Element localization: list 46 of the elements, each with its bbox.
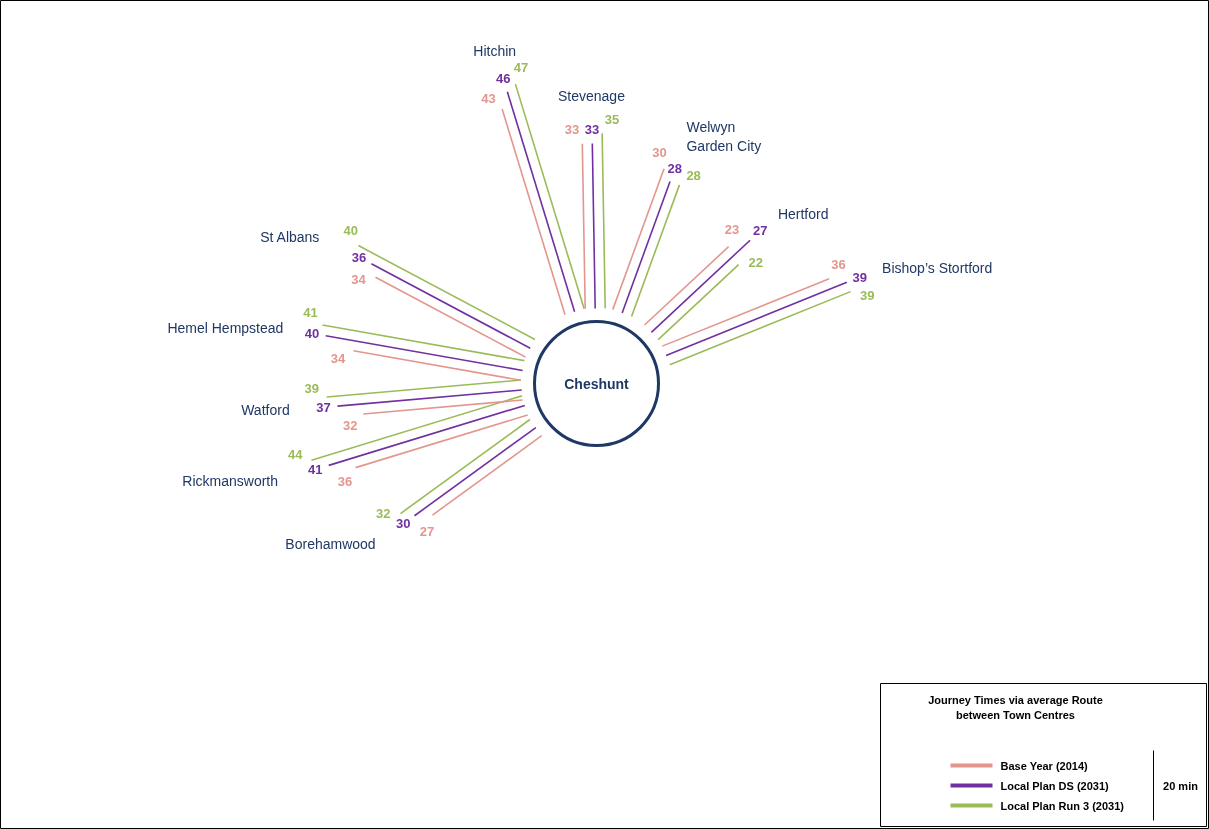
data-label: 41	[308, 461, 323, 477]
data-label: 34	[351, 272, 367, 288]
data-label: 41	[303, 305, 318, 321]
data-label: 28	[686, 167, 701, 183]
category-label: St Albans	[260, 228, 320, 245]
data-label: 39	[860, 288, 875, 304]
data-label: 36	[351, 249, 367, 265]
data-label: 40	[343, 222, 358, 238]
data-label: 32	[376, 506, 391, 522]
data-label: 36	[337, 473, 353, 489]
category-label: Hertford	[777, 206, 829, 223]
text: 20 min	[1163, 779, 1199, 792]
data-label: 27	[419, 523, 435, 539]
data-label: 44	[287, 447, 304, 463]
data-label: 39	[304, 380, 320, 396]
data-label: 46	[496, 70, 511, 86]
data-label: 39	[852, 269, 868, 285]
data-label: 22	[748, 254, 763, 270]
data-label: 34	[330, 350, 346, 366]
text: Cheshunt	[564, 375, 630, 392]
data-label: 37	[316, 399, 331, 415]
category-label: Bishop’s Stortford	[882, 260, 993, 277]
data-label: 32	[342, 417, 358, 433]
legend-label: Base Year (2014)	[1000, 759, 1089, 772]
data-label: 33	[564, 122, 580, 138]
category-label: Watford	[241, 402, 290, 419]
data-label: 47	[513, 60, 529, 76]
data-label: 23	[724, 222, 740, 238]
category-label: Hemel Hempstead	[167, 320, 284, 337]
category-label: Stevenage	[558, 87, 626, 104]
data-label: 40	[304, 325, 320, 341]
data-label: 27	[753, 223, 768, 239]
legend-label: Local Plan Run 3 (2031)	[1000, 799, 1125, 812]
legend-title: Journey Times via average Route between Town Centres	[928, 694, 1103, 721]
data-label: 30	[652, 144, 667, 160]
category-label: Welwyn Garden City	[686, 118, 762, 154]
category-label: Rickmansworth	[182, 472, 279, 489]
data-label: 43	[481, 91, 496, 107]
category-label: Hitchin	[473, 42, 517, 59]
category-label: Borehamwood	[285, 535, 376, 552]
data-label: 36	[831, 256, 846, 272]
data-label: 33	[584, 122, 600, 138]
data-label: 30	[395, 516, 411, 532]
data-label: 35	[604, 111, 620, 127]
legend-label: Local Plan DS (2031)	[1000, 779, 1110, 792]
data-label: 28	[667, 160, 683, 176]
